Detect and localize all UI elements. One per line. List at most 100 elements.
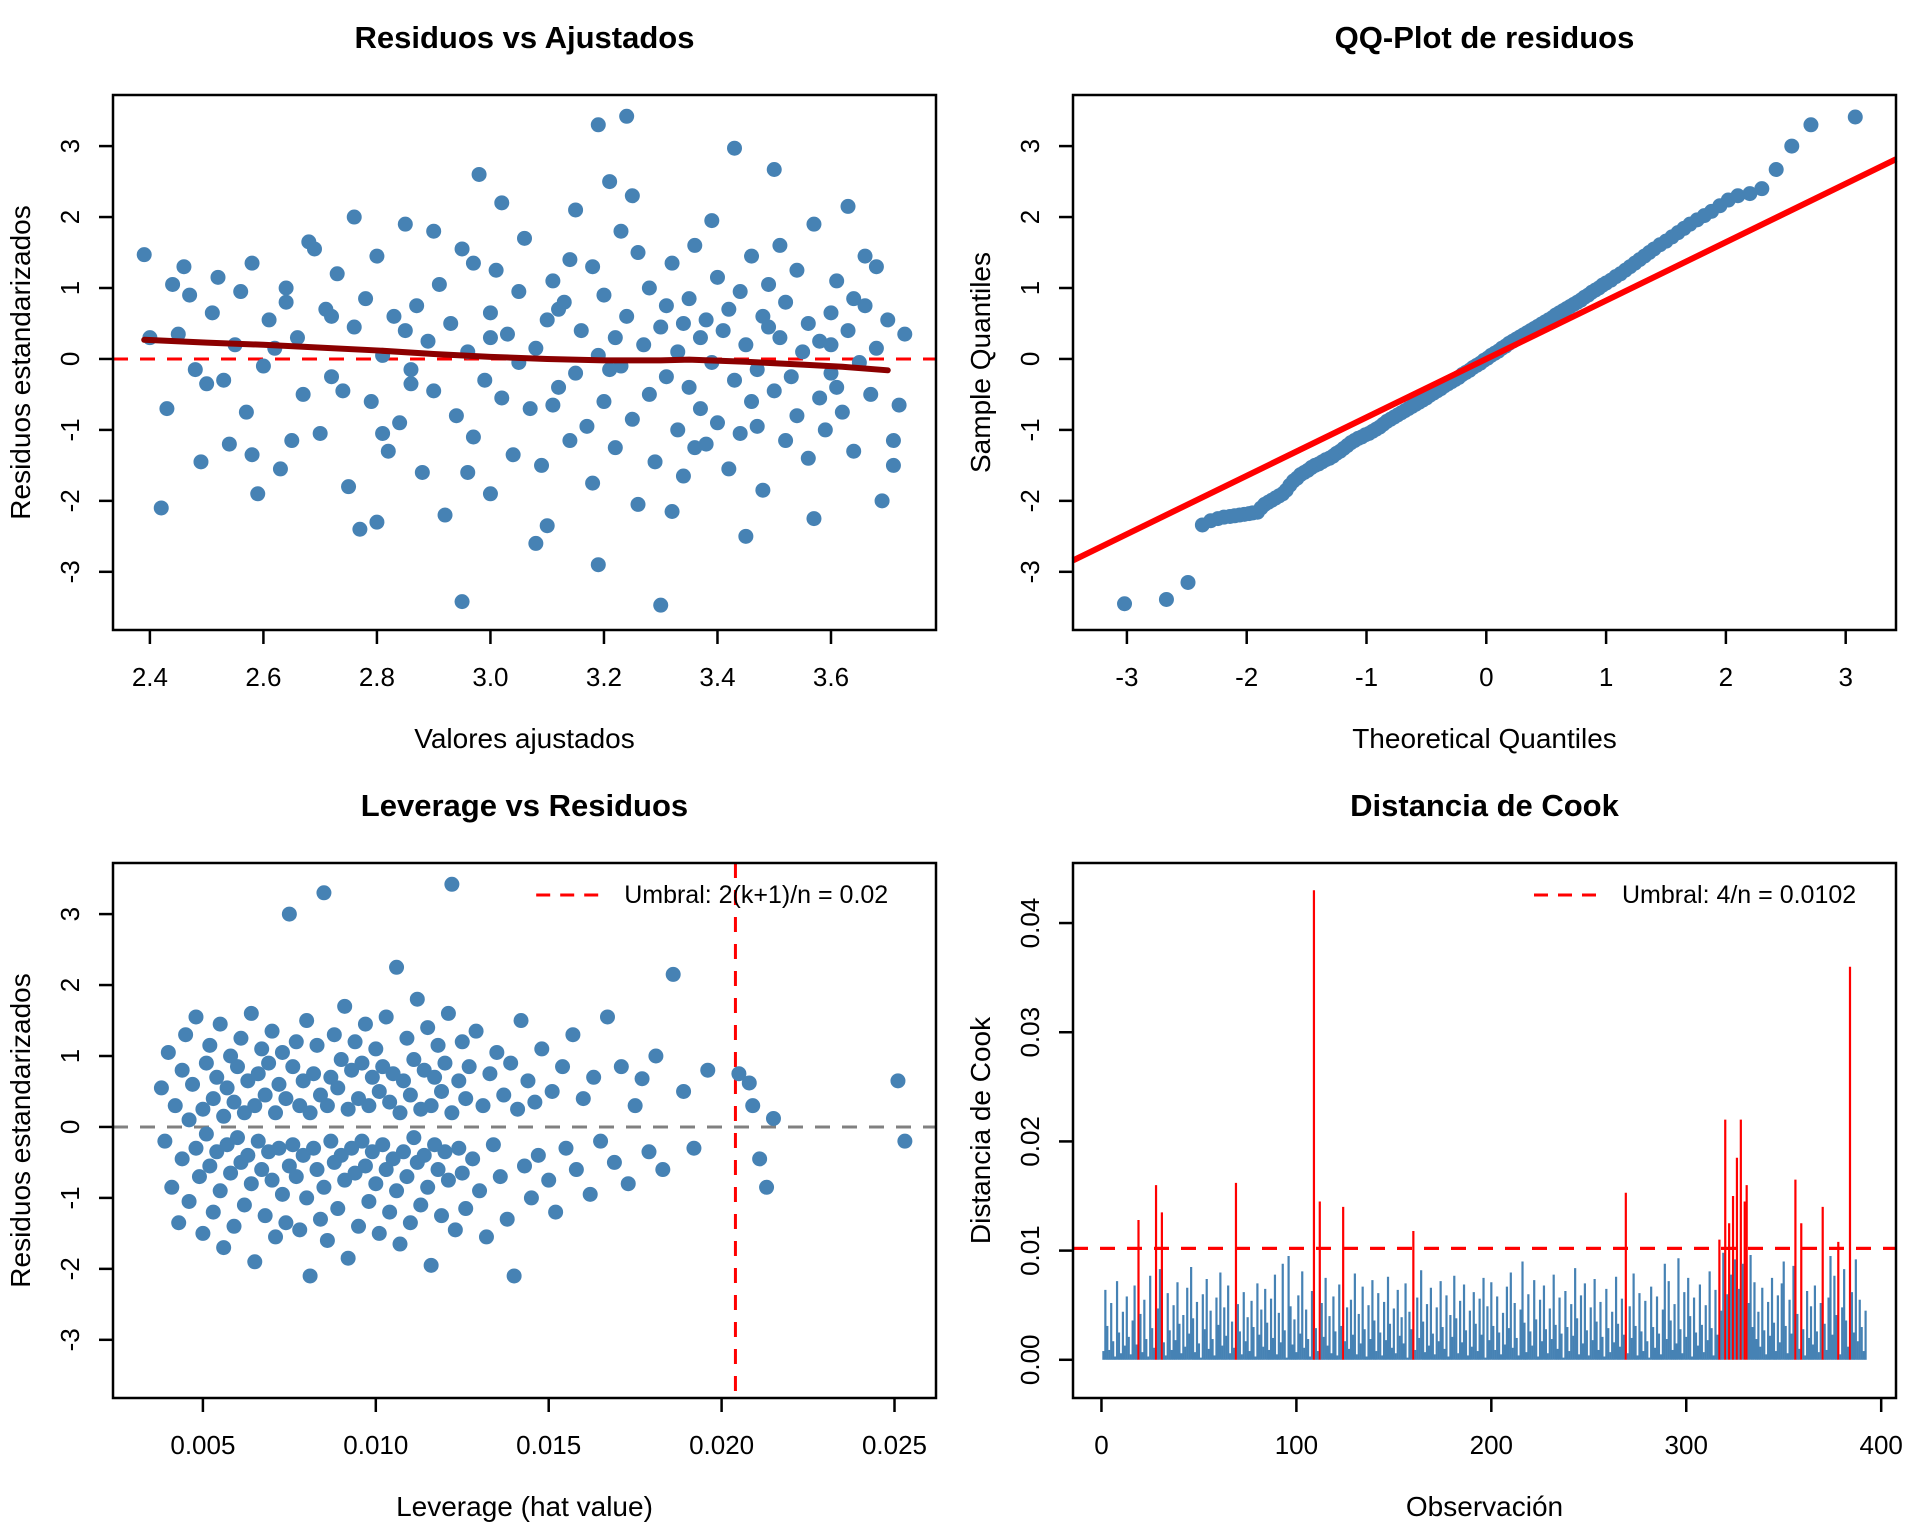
data-point [568,202,584,218]
data-point [271,1076,287,1092]
data-point [868,340,884,356]
data-point [347,1034,363,1050]
data-point [202,1037,218,1053]
data-point [341,479,357,495]
data-point [243,1005,259,1021]
data-point [806,511,822,527]
data-point [395,1144,411,1160]
data-point [423,1098,439,1114]
data-point [316,885,332,901]
data-point [178,1027,194,1043]
data-point [585,475,601,491]
data-point [492,1169,508,1185]
data-point [221,436,237,452]
data-point [897,1133,913,1149]
data-point [812,333,828,349]
data-point [364,1069,380,1085]
data-point [212,1183,228,1199]
data-point [324,369,340,385]
data-point [630,496,646,512]
data-point [444,1105,460,1121]
data-point [503,1055,519,1071]
data-point [229,1130,245,1146]
data-point [829,273,845,289]
data-point [551,379,567,395]
data-point [749,362,765,378]
data-point [765,1110,781,1126]
data-point [274,1044,290,1060]
data-point [558,1140,574,1156]
data-point [397,323,413,339]
data-point [686,1140,702,1156]
data-point [451,1073,467,1089]
data-point [579,418,595,434]
data-point [274,1186,290,1202]
data-point [136,247,152,263]
data-point [727,372,743,388]
plot-title: Residuos vs Ajustados [355,20,695,55]
data-point [741,1075,757,1091]
data-point [281,1158,297,1174]
x-axis-tick-label: 300 [1665,1430,1708,1460]
data-point [454,241,470,257]
data-point [834,404,850,420]
data-point [482,330,498,346]
data-point [890,1073,906,1089]
data-point [653,597,669,613]
x-axis-title: Leverage (hat value) [396,1491,653,1522]
leverage-vs-residuals-chart: Leverage vs Residuos Leverage (hat value)… [5,788,938,1522]
data-point [477,372,493,388]
data-point [461,1059,477,1075]
data-point [817,422,833,438]
data-point [517,230,532,246]
data-point [761,276,777,292]
data-point [167,1098,183,1114]
data-point [823,365,839,381]
data-point [416,1147,432,1163]
data-point [698,436,714,452]
data-point [198,1126,214,1142]
data-point [205,1091,221,1107]
data-point [375,425,391,441]
data-point [700,1062,716,1078]
y-axis-tick-label: -3 [55,560,85,583]
data-point [247,1254,263,1270]
data-point [278,1091,294,1107]
data-point [278,280,294,296]
data-point [599,1009,615,1025]
data-point [465,255,481,271]
data-point [205,1204,221,1220]
data-point [188,1140,204,1156]
data-point [528,340,544,356]
data-point [444,876,460,892]
data-point [268,1229,284,1245]
data-point [778,433,794,449]
data-point [624,411,640,427]
y-axis-title: Residuos estandarizados [5,205,36,519]
data-point [489,1044,505,1060]
data-point [399,1030,415,1046]
y-axis-tick-label: -2 [55,1257,85,1280]
data-point [454,594,470,610]
data-point [648,1048,664,1064]
data-point [204,305,220,321]
data-point [369,248,385,264]
data-point [302,1105,318,1121]
data-point [562,252,578,268]
data-point [534,457,550,473]
data-point [585,259,601,275]
data-point [181,1193,197,1209]
data-point [658,298,674,314]
data-point [202,1158,218,1174]
data-point [250,486,266,502]
x-axis-tick-label: 400 [1859,1430,1902,1460]
y-axis-title: Sample Quantiles [965,252,996,473]
data-point [823,305,839,321]
x-axis-title: Theoretical Quantiles [1352,723,1617,754]
data-point [530,1147,546,1163]
data-point [1180,574,1196,590]
x-axis-tick-label: 2 [1719,662,1733,692]
data-point [634,1071,650,1087]
data-point [761,319,777,335]
data-point [664,504,680,520]
